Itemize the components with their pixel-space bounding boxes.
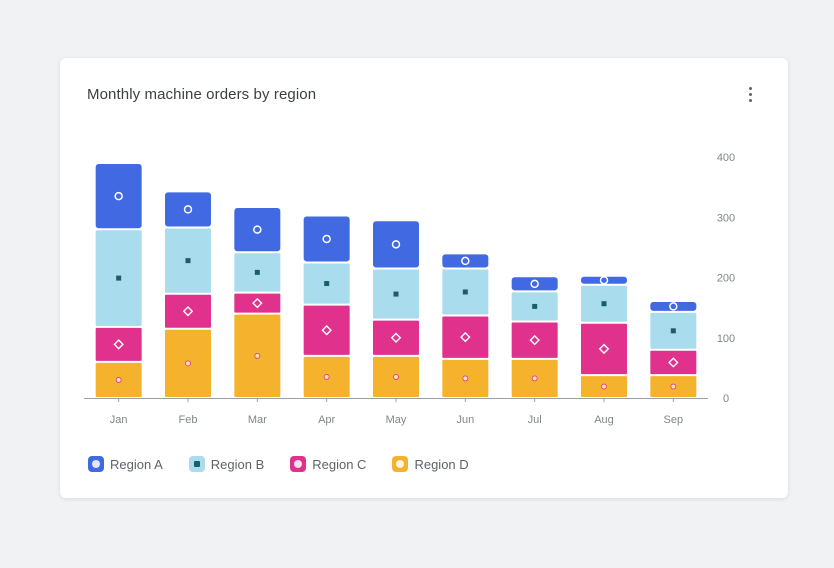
data-point-marker [670,328,676,334]
legend-label: Region C [312,456,367,472]
x-tick-label: Feb [179,414,198,426]
data-point-marker [254,352,261,359]
data-point-marker [253,225,262,234]
data-point-marker [391,240,401,249]
legend-swatch-region-a [88,456,104,472]
legend-item-region-c[interactable]: Region C [290,456,366,472]
legend-swatch-region-b [188,456,205,472]
data-point-marker [252,297,263,309]
data-point-marker [393,291,399,297]
bar-segment-region-a [234,208,281,252]
bar-segment-region-a [650,301,697,311]
data-point-marker [324,281,330,287]
y-tick-label: 100 [717,333,735,345]
data-point-marker [113,339,124,350]
data-point-marker [462,375,469,382]
x-tick-label: Sep [664,414,684,426]
data-point-marker [598,343,610,355]
data-point-marker [321,324,332,336]
data-point-marker [185,360,191,367]
data-point-marker [182,306,194,317]
data-point-marker [530,279,539,289]
data-point-marker [322,234,331,244]
data-point-marker [668,357,679,368]
bar-segment-region-a [95,164,142,229]
chart-title: Monthly machine orders by region [87,86,317,103]
data-point-marker [116,275,122,281]
bar-segment-region-c [650,350,697,375]
data-point-marker [669,302,678,311]
legend-swatch-region-c [290,456,307,472]
data-point-marker [114,191,123,201]
data-point-marker [390,332,402,343]
data-point-marker [532,303,538,309]
data-point-marker [670,383,677,390]
data-point-marker [254,269,260,275]
bar-segment-region-a [303,216,350,262]
data-point-marker [393,374,399,380]
x-tick-label: Jan [110,414,128,426]
y-tick-label: 200 [717,273,735,285]
x-tick-label: Jul [528,414,542,426]
data-point-marker [460,331,471,343]
x-tick-label: Apr [318,414,335,426]
legend-label: Region B [210,456,265,472]
data-point-marker [185,258,191,264]
bar-segment-region-a [442,254,489,268]
bar-segment-region-c [442,316,489,358]
y-tick-label: 400 [717,152,735,164]
data-point-marker [601,301,607,307]
bar-segment-region-c [303,305,350,355]
more-vert-icon[interactable] [740,82,760,106]
x-tick-label: Mar [248,414,267,426]
bar-segment-region-c [511,322,558,358]
legend-swatch-region-d [392,456,409,472]
y-tick-label: 0 [723,393,729,405]
bar-segment-region-c [581,323,627,375]
chart-legend: Region A Region B Region C Region D [88,456,469,472]
legend-item-region-d[interactable]: Region D [392,456,469,472]
data-point-marker [531,375,538,382]
legend-item-region-a[interactable]: Region A [88,456,163,472]
bar-segment-region-c [95,327,142,361]
bar-segment-region-a [165,192,211,227]
data-point-marker [323,374,330,380]
bar-segment-region-c [373,320,419,355]
bar-segment-region-c [165,294,211,328]
bar-segment-region-c [234,293,281,313]
x-tick-label: Aug [594,414,614,426]
data-point-marker [601,383,607,390]
legend-label: Region D [414,456,469,472]
data-point-marker [462,289,468,295]
legend-label: Region A [110,456,163,472]
bar-segment-region-a [511,277,558,291]
data-point-marker [115,377,122,383]
data-point-marker [529,334,540,346]
bar-segment-region-a [373,221,419,268]
x-tick-label: Jun [456,414,474,426]
data-point-marker [599,275,609,285]
data-point-marker [461,256,470,266]
stacked-bar-chart: 0 100 200 300 400 Jan Feb Mar Apr May Jun Jul Aug Sep [84,152,735,426]
chart-card: Monthly machine orders by region 0 100 200… [60,58,788,498]
legend-item-region-b[interactable]: Region B [188,456,265,472]
bar-segment-region-a [581,276,627,284]
data-point-marker [183,205,193,214]
x-tick-label: May [386,414,407,426]
y-tick-label: 300 [717,212,735,224]
